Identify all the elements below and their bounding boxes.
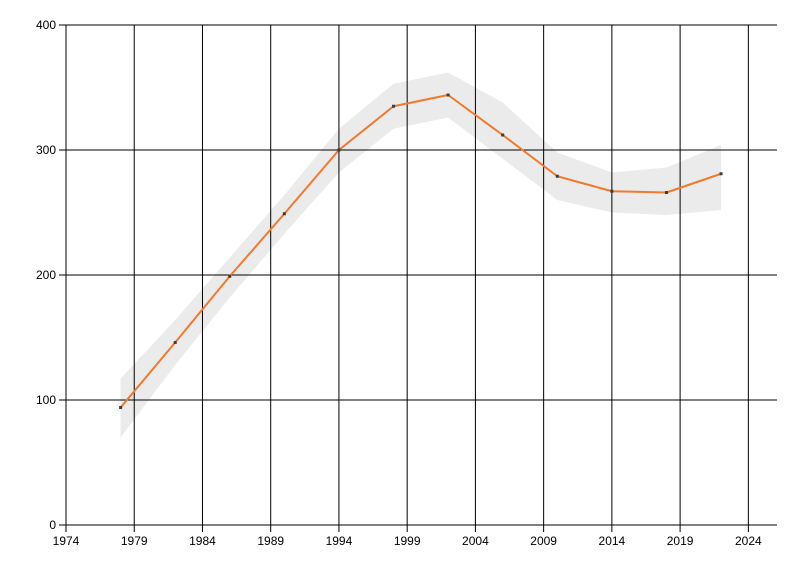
y-tick-label: 100 (36, 393, 56, 407)
data-point-marker (392, 104, 396, 108)
x-tick-label: 2004 (462, 534, 489, 548)
x-tick-label: 1984 (189, 534, 216, 548)
x-tick-label: 1994 (326, 534, 353, 548)
x-tick-label: 1989 (257, 534, 284, 548)
data-line (119, 94, 722, 409)
x-tick-label: 2009 (530, 534, 557, 548)
x-tick-label: 2014 (599, 534, 626, 548)
x-tick-label: 1974 (53, 534, 80, 548)
data-point-marker (173, 341, 177, 344)
x-tick-label: 1979 (121, 534, 148, 548)
data-point-marker (337, 148, 341, 152)
data-point-marker (446, 93, 450, 97)
x-tick-label: 2024 (735, 534, 762, 548)
x-tick-label: 1999 (394, 534, 421, 548)
data-point-marker (119, 406, 123, 409)
data-point-marker (664, 191, 668, 194)
data-point-marker (610, 189, 614, 193)
confidence-band (120, 72, 722, 438)
data-point-marker (555, 174, 559, 178)
y-tick-label: 300 (36, 143, 56, 157)
data-point-marker (501, 133, 505, 137)
y-tick-label: 0 (49, 518, 56, 532)
data-point-marker (719, 172, 723, 176)
x-tick-label: 2019 (667, 534, 694, 548)
y-tick-label: 400 (36, 18, 56, 32)
y-tick-label: 200 (36, 268, 56, 282)
data-point-marker (282, 212, 286, 216)
data-point-marker (228, 274, 232, 278)
